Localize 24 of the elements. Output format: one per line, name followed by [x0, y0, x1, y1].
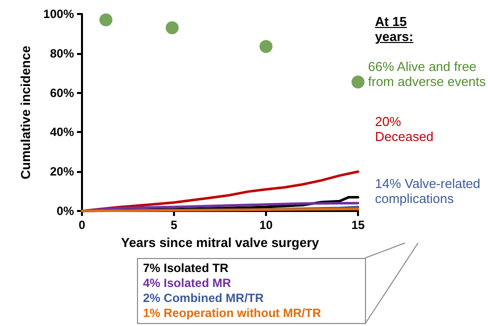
x-tick-label: 10 — [259, 218, 273, 232]
point — [352, 75, 364, 88]
text: 1% Reoperation without MR/TR — [143, 306, 322, 321]
point — [99, 13, 112, 26]
text: 7% Isolated TR — [143, 261, 230, 276]
text: 4% Isolated MR — [143, 276, 232, 291]
x-tick-label: 15 — [351, 218, 365, 232]
text: At 15 years: — [375, 14, 414, 44]
x-tick-label: 0 — [78, 218, 86, 232]
x-tick-label: 5 — [170, 218, 178, 232]
y-tick-label: 80% — [50, 46, 74, 60]
text: 2% Combined MR/TR — [143, 291, 265, 306]
y-tick-label: 40% — [50, 125, 74, 140]
y-tick-label: 60% — [50, 86, 74, 100]
y-tick-label: 0% — [56, 204, 74, 218]
annotation: 20% Deceased — [375, 114, 435, 144]
y-tick-label: 100% — [43, 7, 74, 21]
annotation: 66% Alive and free from adverse events — [368, 58, 486, 89]
point — [166, 21, 179, 34]
point — [260, 40, 272, 53]
y-axis-title: Cumulative incidence — [18, 46, 33, 180]
x-axis-title: Years since mitral valve surgery — [120, 234, 320, 250]
y-tick-label: 20% — [50, 164, 74, 179]
text: 14% Valve-related complications — [375, 176, 482, 206]
